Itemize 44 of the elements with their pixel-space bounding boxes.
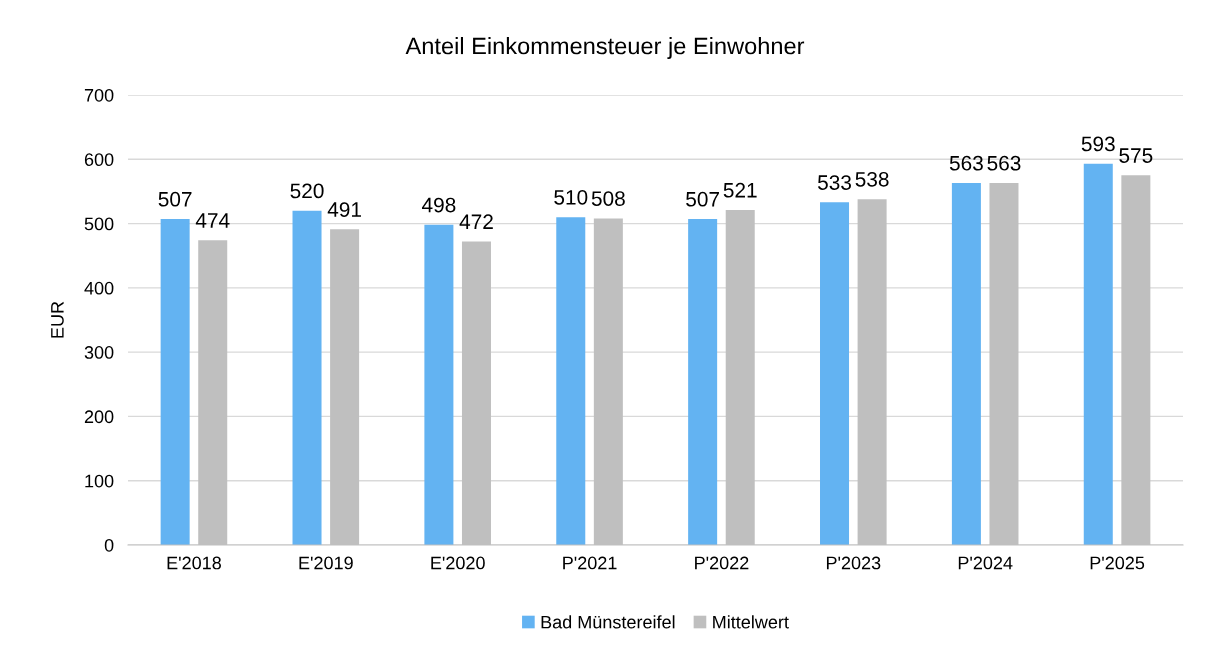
data-label: 498 — [422, 197, 456, 213]
bar — [688, 219, 718, 545]
x-tick-label: E'2019 — [299, 556, 353, 570]
data-label: 538 — [855, 171, 889, 187]
bar — [292, 210, 322, 545]
y-tick-label: 700 — [84, 88, 114, 102]
data-label: 507 — [158, 191, 192, 207]
y-tick-label: 200 — [84, 410, 114, 424]
data-label: 563 — [949, 155, 983, 171]
bar — [1083, 163, 1113, 545]
data-label: 491 — [327, 202, 361, 217]
x-tick-label: E'2018 — [167, 556, 221, 570]
bar — [160, 219, 190, 545]
bar — [424, 224, 454, 545]
x-tick-label: P'2023 — [826, 556, 881, 570]
bar — [556, 217, 586, 545]
data-label: 508 — [591, 191, 625, 206]
data-label: 474 — [195, 213, 230, 228]
y-tick-label: 300 — [84, 346, 114, 359]
data-label: 533 — [817, 175, 851, 190]
x-tick-label: P'2021 — [563, 556, 617, 570]
y-tick-label: 0 — [104, 538, 114, 552]
bar — [820, 202, 850, 545]
bar — [951, 183, 981, 545]
y-tick-label: 100 — [85, 474, 114, 488]
data-label: 472 — [459, 214, 493, 229]
x-tick-label: P'2025 — [1090, 556, 1145, 570]
x-tick-label: P'2022 — [695, 556, 749, 570]
y-tick-label: 400 — [84, 281, 114, 295]
x-tick-label: P'2024 — [958, 556, 1013, 570]
data-label: 593 — [1081, 136, 1115, 152]
data-label: 563 — [987, 155, 1021, 171]
data-label: 510 — [554, 189, 588, 205]
data-label: 507 — [686, 191, 719, 207]
y-tick-label: 600 — [84, 153, 114, 167]
y-tick-label: 500 — [84, 217, 114, 231]
legend-label: Bad Münstereifel — [541, 615, 675, 629]
x-tick-label: E'2020 — [431, 556, 485, 570]
data-label: 575 — [1119, 148, 1153, 163]
data-label: 520 — [290, 183, 324, 199]
legend-label: Mittelwert — [713, 615, 789, 629]
chart-title: Anteil Einkommensteuer je Einwohner — [405, 37, 805, 59]
y-axis-title: EUR — [51, 301, 64, 338]
data-label: 521 — [723, 182, 757, 198]
